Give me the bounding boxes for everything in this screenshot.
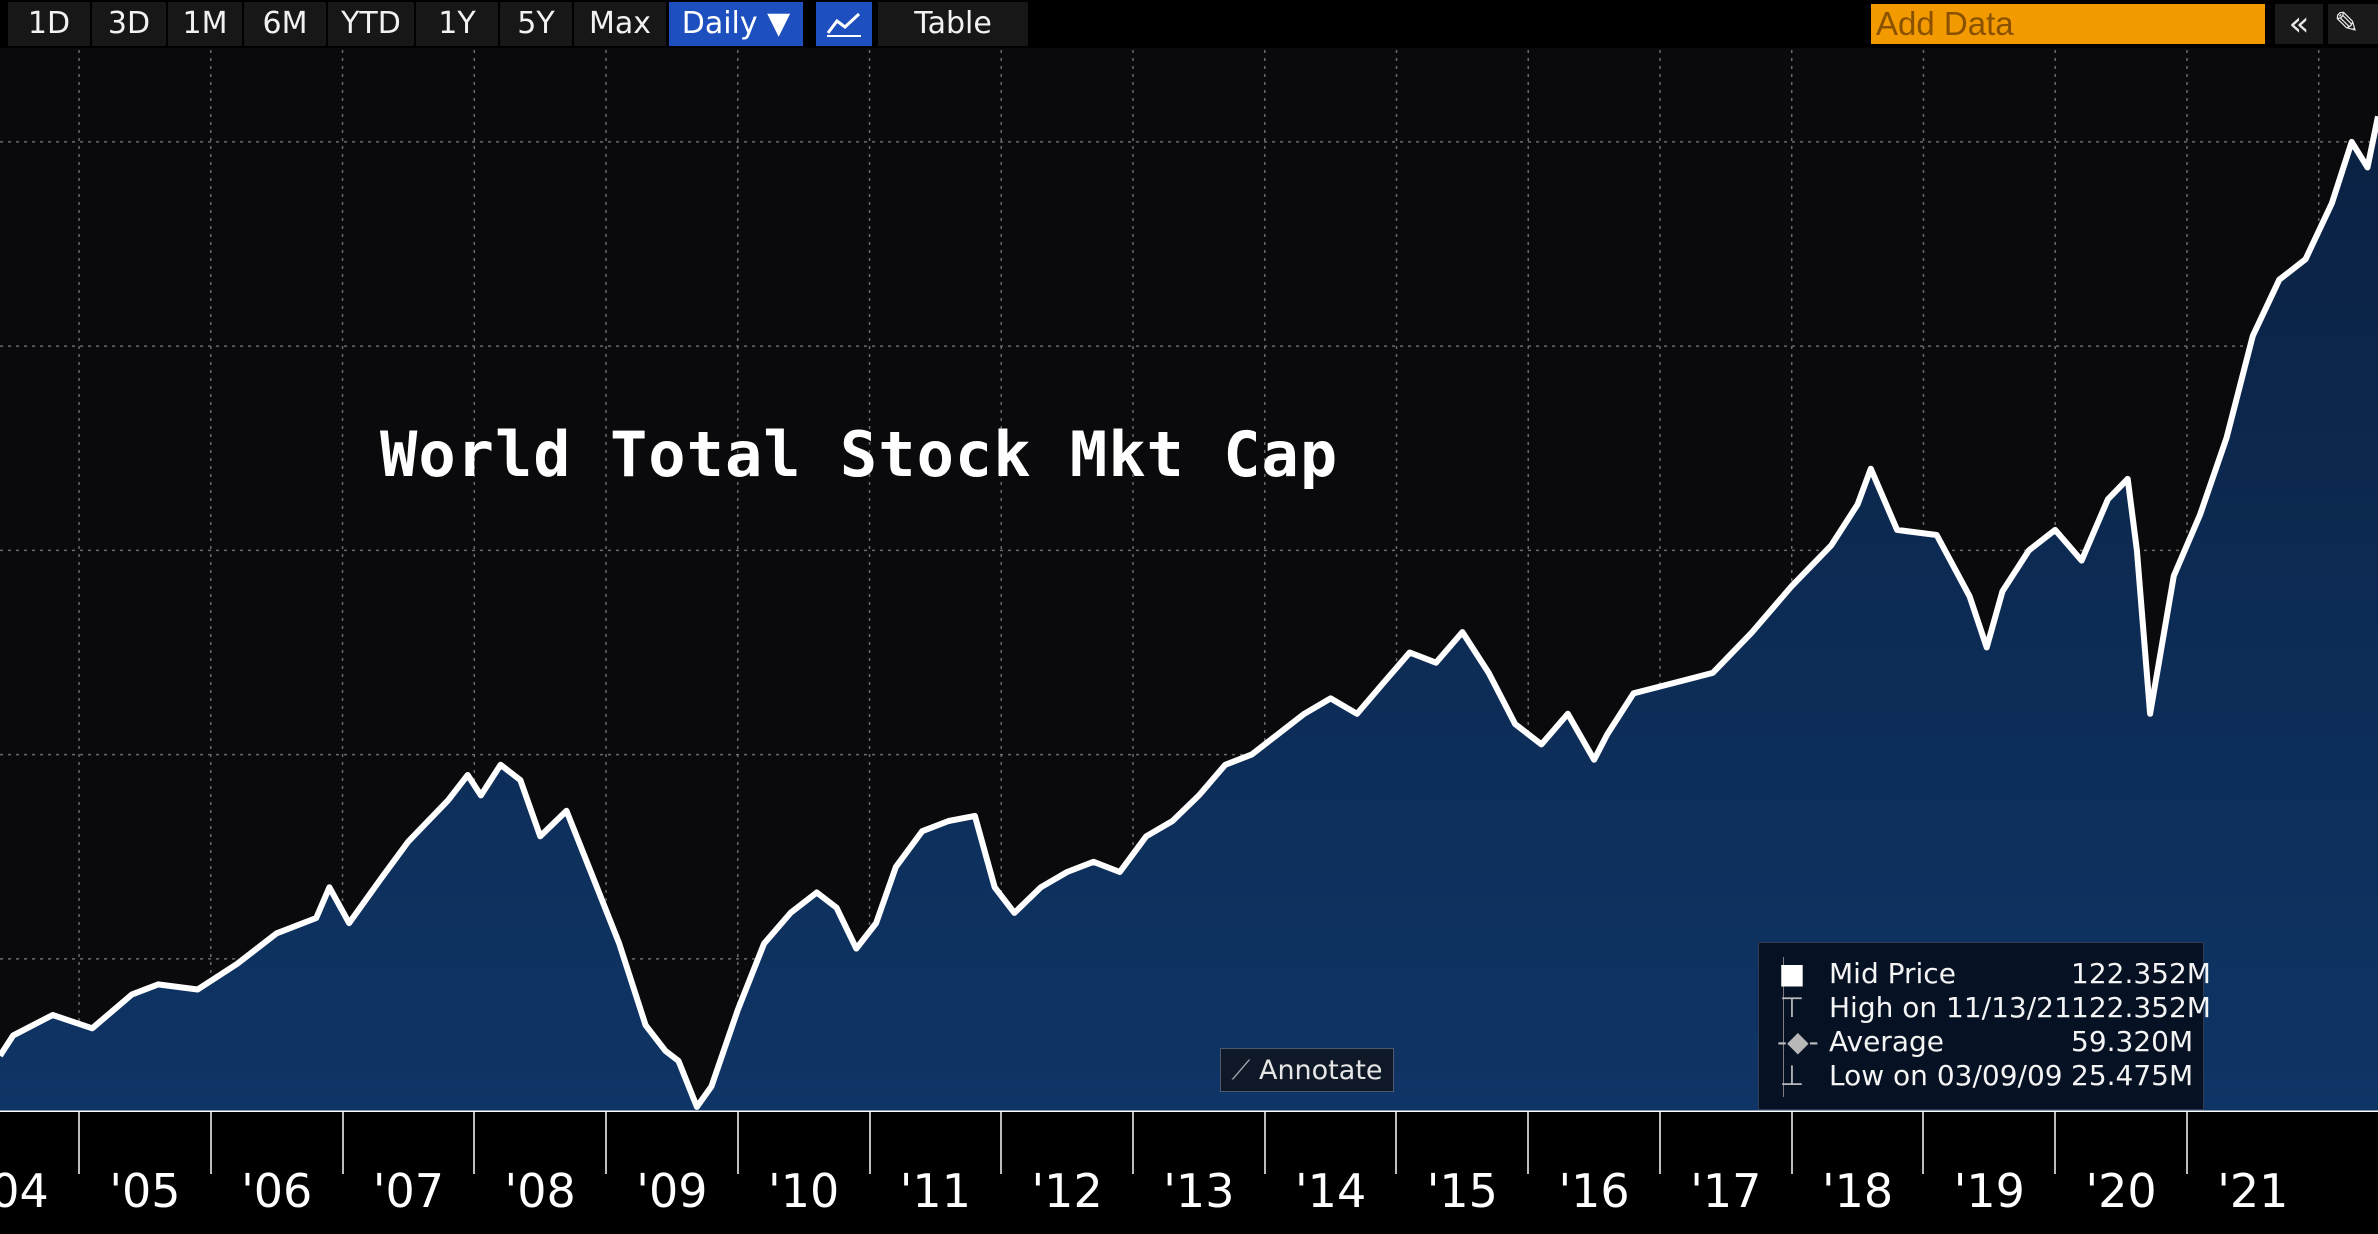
pen-icon[interactable]: ✎ (2328, 4, 2378, 44)
chart-title: World Total Stock Mkt Cap (380, 418, 1339, 491)
add-data-input[interactable] (1871, 4, 2265, 44)
x-tick-label: '19 (1953, 1164, 2025, 1218)
frequency-dropdown[interactable]: Daily ▼ (669, 2, 803, 46)
legend-tree-line (1783, 957, 1784, 1097)
x-tick-label: '14 (1295, 1164, 1367, 1218)
x-axis-tick (1790, 1112, 1793, 1174)
x-tick-label: '20 (2085, 1164, 2157, 1218)
x-tick-label: '13 (1163, 1164, 1235, 1218)
x-tick-label: '16 (1558, 1164, 1630, 1218)
x-axis-tick (605, 1112, 608, 1174)
collapse-icon[interactable]: « (2275, 4, 2323, 44)
x-axis-tick (1395, 1112, 1398, 1174)
x-axis-tick (2054, 1112, 2057, 1174)
legend-box: ■ Mid Price 122.352M ⊤ High on 11/13/21 … (1758, 942, 2211, 1110)
x-tick-label: '11 (899, 1164, 971, 1218)
range-6m-button[interactable]: 6M (244, 2, 326, 46)
range-max-button[interactable]: Max (574, 2, 666, 46)
x-axis-tick (78, 1112, 81, 1174)
low-marker-icon: ⊥ (1779, 1059, 1805, 1092)
range-1d-button[interactable]: 1D (8, 2, 90, 46)
range-ytd-button[interactable]: YTD (328, 2, 414, 46)
x-axis-tick (1000, 1112, 1003, 1174)
x-tick-label: '21 (2217, 1164, 2289, 1218)
legend-row-average: -◆- Average 59.320M (1777, 1025, 2194, 1058)
range-1m-button[interactable]: 1M (168, 2, 242, 46)
x-tick-label: '15 (1426, 1164, 1498, 1218)
x-axis-tick (1922, 1112, 1925, 1174)
x-tick-label: '04 (0, 1164, 49, 1218)
x-axis-tick (1263, 1112, 1266, 1174)
x-axis-tick (736, 1112, 739, 1174)
legend-row-low: ⊥ Low on 03/09/09 25.475M (1759, 1059, 2205, 1093)
x-tick-label: '09 (636, 1164, 708, 1218)
x-tick-label: '18 (1822, 1164, 1894, 1218)
plot-area (0, 48, 2378, 1112)
x-tick-label: '08 (504, 1164, 576, 1218)
x-axis-tick (341, 1112, 344, 1174)
legend-row-mid: ■ Mid Price 122.352M (1778, 957, 2211, 990)
x-axis: '04 '05 '06 '07 '08 '09 '10 '11 '12 '13 '14 '15 '16 '… (0, 1112, 2378, 1234)
legend-row-high: ⊤ High on 11/13/21 122.352M (1759, 991, 2211, 1025)
x-axis-tick (2185, 1112, 2188, 1174)
mid-price-line (0, 115, 2378, 1110)
range-3d-button[interactable]: 3D (92, 2, 166, 46)
line-chart-type-button[interactable] (816, 2, 872, 46)
x-axis-tick (1658, 1112, 1661, 1174)
white-square-icon: ■ (1778, 957, 1806, 990)
average-marker-icon: -◆- (1777, 1025, 1819, 1058)
x-tick-label: '17 (1690, 1164, 1762, 1218)
range-5y-button[interactable]: 5Y (500, 2, 572, 46)
x-tick-label: '07 (372, 1164, 444, 1218)
x-tick-label: '10 (768, 1164, 840, 1218)
x-axis-tick (473, 1112, 476, 1174)
line-chart-icon (826, 12, 861, 37)
area-fill (0, 116, 2378, 1112)
table-view-button[interactable]: Table (878, 2, 1028, 46)
x-tick-label: '05 (109, 1164, 181, 1218)
annotate-button[interactable]: ⟋ Annotate (1220, 1048, 1394, 1092)
pencil-icon: ⟋ (1231, 1055, 1251, 1086)
x-tick-label: '12 (1031, 1164, 1103, 1218)
x-axis-tick (1527, 1112, 1530, 1174)
x-axis-tick (1132, 1112, 1134, 1174)
x-tick-label: '06 (241, 1164, 313, 1218)
chart-toolbar: 1D 3D 1M 6M YTD 1Y 5Y Max Daily ▼ Table … (0, 0, 2378, 50)
x-axis-tick (868, 1112, 871, 1174)
high-marker-icon: ⊤ (1779, 991, 1805, 1024)
x-axis-tick (209, 1112, 212, 1174)
range-1y-button[interactable]: 1Y (416, 2, 498, 46)
annotate-label: Annotate (1258, 1055, 1383, 1086)
